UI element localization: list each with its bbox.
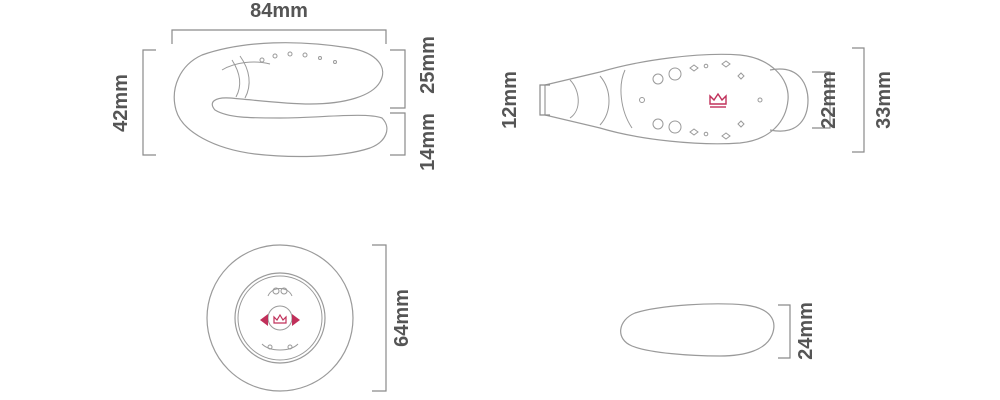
remote-side-view: 24mm	[620, 302, 817, 360]
width-label: 84mm	[250, 0, 308, 22]
remote-side-outline	[620, 303, 775, 357]
total-label: 33mm	[873, 71, 895, 129]
left-arrow-icon	[260, 314, 268, 326]
remote-outer-circle	[206, 244, 354, 392]
upper-label: 25mm	[417, 36, 439, 94]
head-label: 22mm	[818, 71, 840, 129]
height-label: 42mm	[110, 74, 132, 132]
center-button	[267, 305, 293, 331]
lower-dimension-line	[390, 112, 406, 156]
tip-label: 12mm	[499, 71, 521, 129]
upper-dimension-line	[390, 49, 406, 109]
crown-logo-icon	[709, 92, 727, 108]
remote-height-label: 24mm	[795, 302, 817, 360]
remote-front-view: 64mm	[206, 244, 413, 392]
side-view: 84mm 42mm 25mm 14mm	[110, 0, 439, 171]
side-view-outline	[173, 42, 388, 158]
top-view: 12mm 22mm 33mm	[499, 47, 895, 153]
width-dimension-line	[171, 29, 387, 44]
height-dimension-line	[142, 49, 156, 156]
crown-logo-icon	[273, 313, 287, 324]
front-height-dimension-line	[372, 244, 387, 392]
top-view-outline	[544, 53, 789, 145]
total-dimension-line	[852, 47, 865, 153]
head-dimension-line	[812, 71, 831, 129]
tip-dimension-line	[539, 84, 550, 116]
remote-height-dimension-line	[778, 304, 791, 359]
front-height-label: 64mm	[391, 289, 413, 347]
right-arrow-icon	[292, 314, 300, 326]
lower-label: 14mm	[417, 113, 439, 171]
remote-inner-circle	[234, 272, 326, 364]
